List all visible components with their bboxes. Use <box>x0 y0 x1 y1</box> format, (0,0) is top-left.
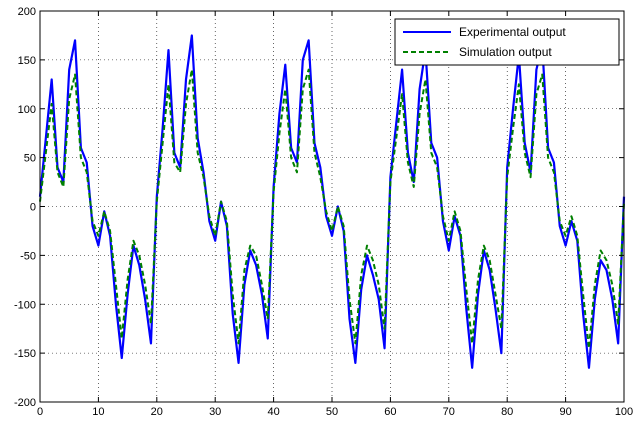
x-tick-label: 20 <box>151 406 163 418</box>
legend-label: Simulation output <box>459 45 552 59</box>
y-tick-label: -50 <box>20 250 36 262</box>
y-tick-label: 150 <box>18 55 36 67</box>
x-tick-label: 80 <box>501 406 513 418</box>
grid <box>40 11 624 402</box>
y-tick-label: 100 <box>18 104 36 116</box>
x-tick-label: 90 <box>559 406 571 418</box>
y-tick-label: -100 <box>14 299 36 311</box>
legend: Experimental output Simulation output <box>394 18 620 66</box>
y-tick-label: -200 <box>14 397 36 409</box>
series-line-simulation <box>39 68 625 350</box>
x-tick-label: 60 <box>384 406 396 418</box>
legend-label: Experimental output <box>459 25 566 39</box>
x-axis: 0 10 20 30 40 50 60 70 80 90 100 <box>37 11 633 418</box>
x-tick-label: 30 <box>209 406 221 418</box>
y-tick-label: 0 <box>30 202 36 214</box>
y-tick-label: -150 <box>14 348 36 360</box>
y-tick-label: 50 <box>24 153 36 165</box>
x-tick-label: 40 <box>267 406 279 418</box>
x-tick-label: 0 <box>37 406 43 418</box>
series-line-experimental <box>38 34 626 369</box>
y-axis: -200 -150 -100 -50 0 50 100 150 200 <box>14 6 624 409</box>
x-tick-label: 70 <box>443 406 455 418</box>
x-tick-label: 100 <box>615 406 633 418</box>
x-tick-label: 50 <box>326 406 338 418</box>
series-layer <box>38 34 626 369</box>
legend-box <box>394 18 620 66</box>
x-tick-label: 10 <box>92 406 104 418</box>
y-tick-label: 200 <box>18 6 36 18</box>
